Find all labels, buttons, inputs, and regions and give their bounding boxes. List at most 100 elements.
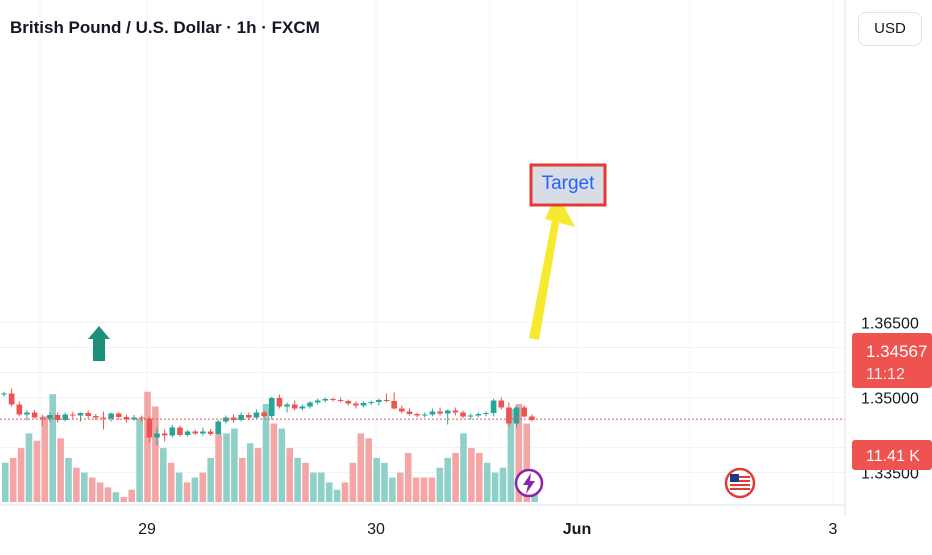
y-tick-label: 1.36500 [861, 316, 919, 333]
volume-bar [476, 453, 483, 502]
candle-body [506, 407, 512, 424]
us-flag-icon-stripe [730, 476, 750, 478]
us-flag-icon-stripe [730, 480, 750, 482]
volume-bar [294, 457, 301, 502]
volume-bar [199, 472, 207, 502]
volume-bar [373, 457, 380, 502]
volume-bar [231, 428, 238, 502]
candle-body [77, 413, 84, 416]
candle-body [444, 410, 451, 414]
chart-title: British Pound / U.S. Dollar · 1h · FXCM [10, 18, 320, 37]
target-box[interactable]: Target [529, 163, 607, 207]
volume-bar [160, 448, 167, 502]
candle-body [483, 413, 489, 414]
volume-bar [239, 457, 246, 502]
candle-body [291, 404, 298, 409]
buy-arrow-icon [88, 326, 110, 361]
volume-bar [41, 416, 49, 502]
candle-body [529, 416, 535, 420]
candle-body [54, 415, 61, 420]
candle-body [169, 427, 176, 436]
volume-bar [215, 433, 222, 502]
candle-body [207, 431, 214, 434]
time-axis[interactable]: 29 30 Jun 3 [0, 504, 845, 538]
candle-body [100, 417, 107, 419]
volume-bar [357, 433, 365, 502]
volume-bar [491, 472, 499, 502]
lightning-icon-bolt [523, 473, 535, 494]
volume-bar [33, 440, 41, 502]
candle-body [498, 400, 505, 408]
candle-body [322, 399, 329, 401]
candle-body [314, 400, 321, 403]
candle-body [345, 401, 352, 404]
volume-bar [223, 433, 230, 502]
us-flag-icon-stripe [730, 484, 750, 486]
candle-body [16, 404, 23, 415]
volume-bar [452, 453, 459, 502]
candle-body [184, 431, 191, 435]
volume-bar [120, 497, 128, 502]
candle-body [123, 417, 130, 420]
candle-body [421, 414, 428, 416]
volume-bar [88, 477, 96, 502]
currency-button[interactable]: USD [858, 12, 922, 46]
volume-bar [96, 482, 104, 502]
volume-bar [57, 438, 64, 502]
candle-body [284, 404, 290, 407]
candle-body [521, 407, 527, 417]
us-flag-icon[interactable] [724, 467, 756, 499]
candle-body [467, 415, 474, 417]
volume-bar [262, 404, 270, 502]
candle-body [253, 412, 260, 418]
volume-bar [144, 391, 151, 502]
target-box-frame [529, 163, 607, 207]
candle-body [93, 416, 99, 418]
x-tick-label: 3 [829, 521, 838, 538]
lightning-icon[interactable] [514, 468, 544, 498]
candle-body [337, 400, 344, 401]
volume-bar [404, 453, 412, 502]
candle-body [460, 412, 466, 417]
candle-body [146, 418, 153, 438]
candle-body [177, 427, 183, 435]
drawings[interactable]: Target [88, 163, 607, 361]
candle-body [307, 402, 313, 407]
volume-bar [112, 492, 120, 502]
y-tick-label: 1.35000 [861, 391, 919, 408]
candle-body [475, 414, 482, 416]
x-tick-label: 29 [138, 521, 156, 538]
volume-bar [349, 462, 357, 502]
candle-body [330, 399, 336, 400]
candle-body [276, 398, 283, 407]
volume-bar [152, 406, 159, 502]
us-flag-icon-canton [730, 474, 739, 482]
candle-body [192, 431, 199, 434]
volume-bar [412, 477, 420, 502]
candle-body [437, 411, 443, 414]
candle-body [399, 408, 405, 412]
price-axis[interactable]: 1.335001.340001.350001.355001.360001.365… [844, 0, 932, 515]
candle-body [360, 403, 367, 406]
candle-body [70, 414, 76, 416]
volume-bar [49, 394, 56, 502]
volume-bar [325, 482, 333, 502]
candle-body [299, 406, 306, 409]
volume-bar [483, 462, 491, 502]
candle-body [513, 407, 520, 424]
grid-lines [0, 0, 845, 505]
target-arrow-shaft [529, 215, 560, 340]
volume-bar [191, 477, 199, 502]
candle-body [24, 412, 30, 415]
price-badge-bg [852, 333, 932, 388]
candle-body [108, 413, 114, 419]
candle-body [238, 415, 244, 420]
volume-bar [507, 408, 515, 502]
event-icons[interactable] [514, 467, 756, 499]
candle-body [368, 402, 374, 403]
volume-bar [444, 457, 451, 502]
volume-bar [104, 487, 112, 502]
volume-bar [302, 462, 309, 502]
